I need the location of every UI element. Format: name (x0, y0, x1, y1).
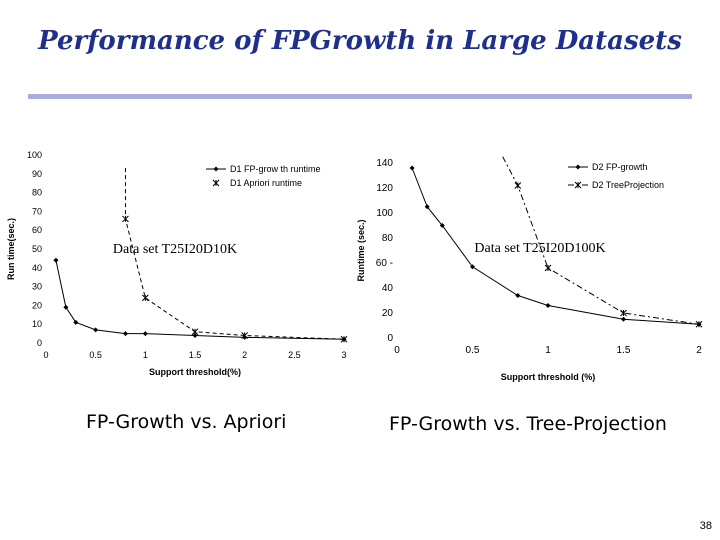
series-2 (502, 156, 703, 328)
y-axis-label: Run time(sec.) (6, 218, 16, 280)
y-tick-label: 70 (32, 206, 42, 216)
series-1 (53, 257, 347, 342)
y-tick-label: 20 (382, 308, 394, 319)
x-tick-label: 1 (143, 350, 148, 360)
chart-fp-growth-vs-tree-projection: 0 20 40 60 - 80 100 120 140 0 0.5 1 1.5 2 Support thr… (356, 156, 703, 382)
data-point (515, 293, 521, 298)
legend-label: D1 Apriori runtime (230, 178, 302, 188)
dataset-annotation: Data set T25I20D100K (474, 241, 605, 256)
legend: D2 FP-growth D2 TreeProjection (568, 162, 664, 190)
title-divider (28, 94, 692, 99)
data-point (621, 316, 626, 322)
y-tick-label: 0 (387, 333, 393, 344)
series-line (502, 156, 700, 325)
y-tick-label: 50 (32, 244, 42, 254)
chart-fp-growth-vs-apriori: 0 10 20 30 40 50 60 70 80 90 100 0 0.5 1 1.5 2 2.5 3 Suppo… (6, 150, 348, 377)
legend-marker (212, 179, 220, 187)
series-line (411, 167, 700, 325)
y-tick-label: 20 (32, 300, 42, 310)
series-line (124, 168, 345, 340)
data-point (122, 215, 129, 223)
data-point (470, 264, 475, 270)
y-axis-label: Runtime (sec.) (356, 219, 366, 281)
data-point (73, 319, 79, 325)
y-tick-label: 80 (382, 233, 394, 244)
data-point (192, 332, 198, 338)
x-axis-label: Support threshold(%) (149, 367, 241, 377)
data-point (424, 204, 430, 210)
x-tick-label: 1.5 (189, 350, 202, 360)
caption-right: FP-Growth vs. Tree-Projection (389, 413, 667, 435)
slide-title: Performance of FPGrowth in Large Dataset… (38, 26, 682, 56)
data-point (409, 165, 415, 171)
x-tick-label: 2 (696, 345, 702, 356)
y-tick-label: 140 (376, 158, 393, 169)
x-tick-label: 2.5 (288, 350, 301, 360)
x-tick-label: 1 (545, 345, 551, 356)
x-tick-label: 0.5 (466, 345, 480, 356)
y-tick-label: 0 (37, 338, 42, 348)
legend: D1 FP-grow th runtime D1 Apriori runtime (206, 164, 321, 188)
data-point (53, 257, 59, 263)
legend-marker (574, 181, 582, 189)
x-tick-label: 1.5 (617, 345, 631, 356)
y-tick-label: 10 (32, 319, 42, 329)
data-point (340, 335, 348, 343)
x-axis-label: Support threshold (%) (501, 372, 596, 382)
legend-marker (213, 166, 219, 172)
page-number: 38 (699, 520, 712, 532)
y-tick-label: 100 (376, 208, 393, 219)
data-point (142, 331, 148, 337)
data-point (695, 320, 703, 328)
data-point (439, 223, 445, 228)
data-point (191, 328, 199, 336)
x-tick-label: 3 (341, 350, 346, 360)
x-tick-label: 0 (394, 345, 400, 356)
y-tick-label: 60 - (376, 258, 393, 269)
y-tick-label: 80 (32, 188, 42, 198)
legend-marker (575, 164, 581, 170)
data-point (241, 332, 249, 339)
y-tick-label: 100 (27, 150, 42, 160)
series-2 (122, 168, 348, 343)
legend-label: D1 FP-grow th runtime (230, 164, 321, 174)
y-tick-label: 30 (32, 282, 42, 292)
data-point (545, 303, 551, 308)
x-tick-label: 2 (242, 350, 247, 360)
data-point (544, 264, 552, 272)
data-point (620, 309, 627, 317)
y-tick-label: 90 (32, 169, 42, 179)
y-tick-label: 40 (382, 283, 394, 294)
caption-left: FP-Growth vs. Apriori (86, 411, 287, 433)
data-point (122, 331, 128, 337)
dataset-annotation: Data set T25I20D10K (113, 242, 237, 257)
data-point (141, 294, 149, 302)
y-tick-label: 120 (376, 183, 393, 194)
data-point (514, 182, 522, 189)
y-tick-label: 60 (32, 225, 42, 235)
y-tick-label: 40 (32, 263, 42, 273)
x-tick-label: 0.5 (89, 350, 102, 360)
x-tick-label: 0 (43, 350, 48, 360)
legend-label: D2 TreeProjection (592, 180, 664, 190)
legend-label: D2 FP-growth (592, 162, 648, 172)
series-line (55, 260, 345, 340)
data-point (63, 304, 69, 310)
data-point (93, 327, 99, 333)
